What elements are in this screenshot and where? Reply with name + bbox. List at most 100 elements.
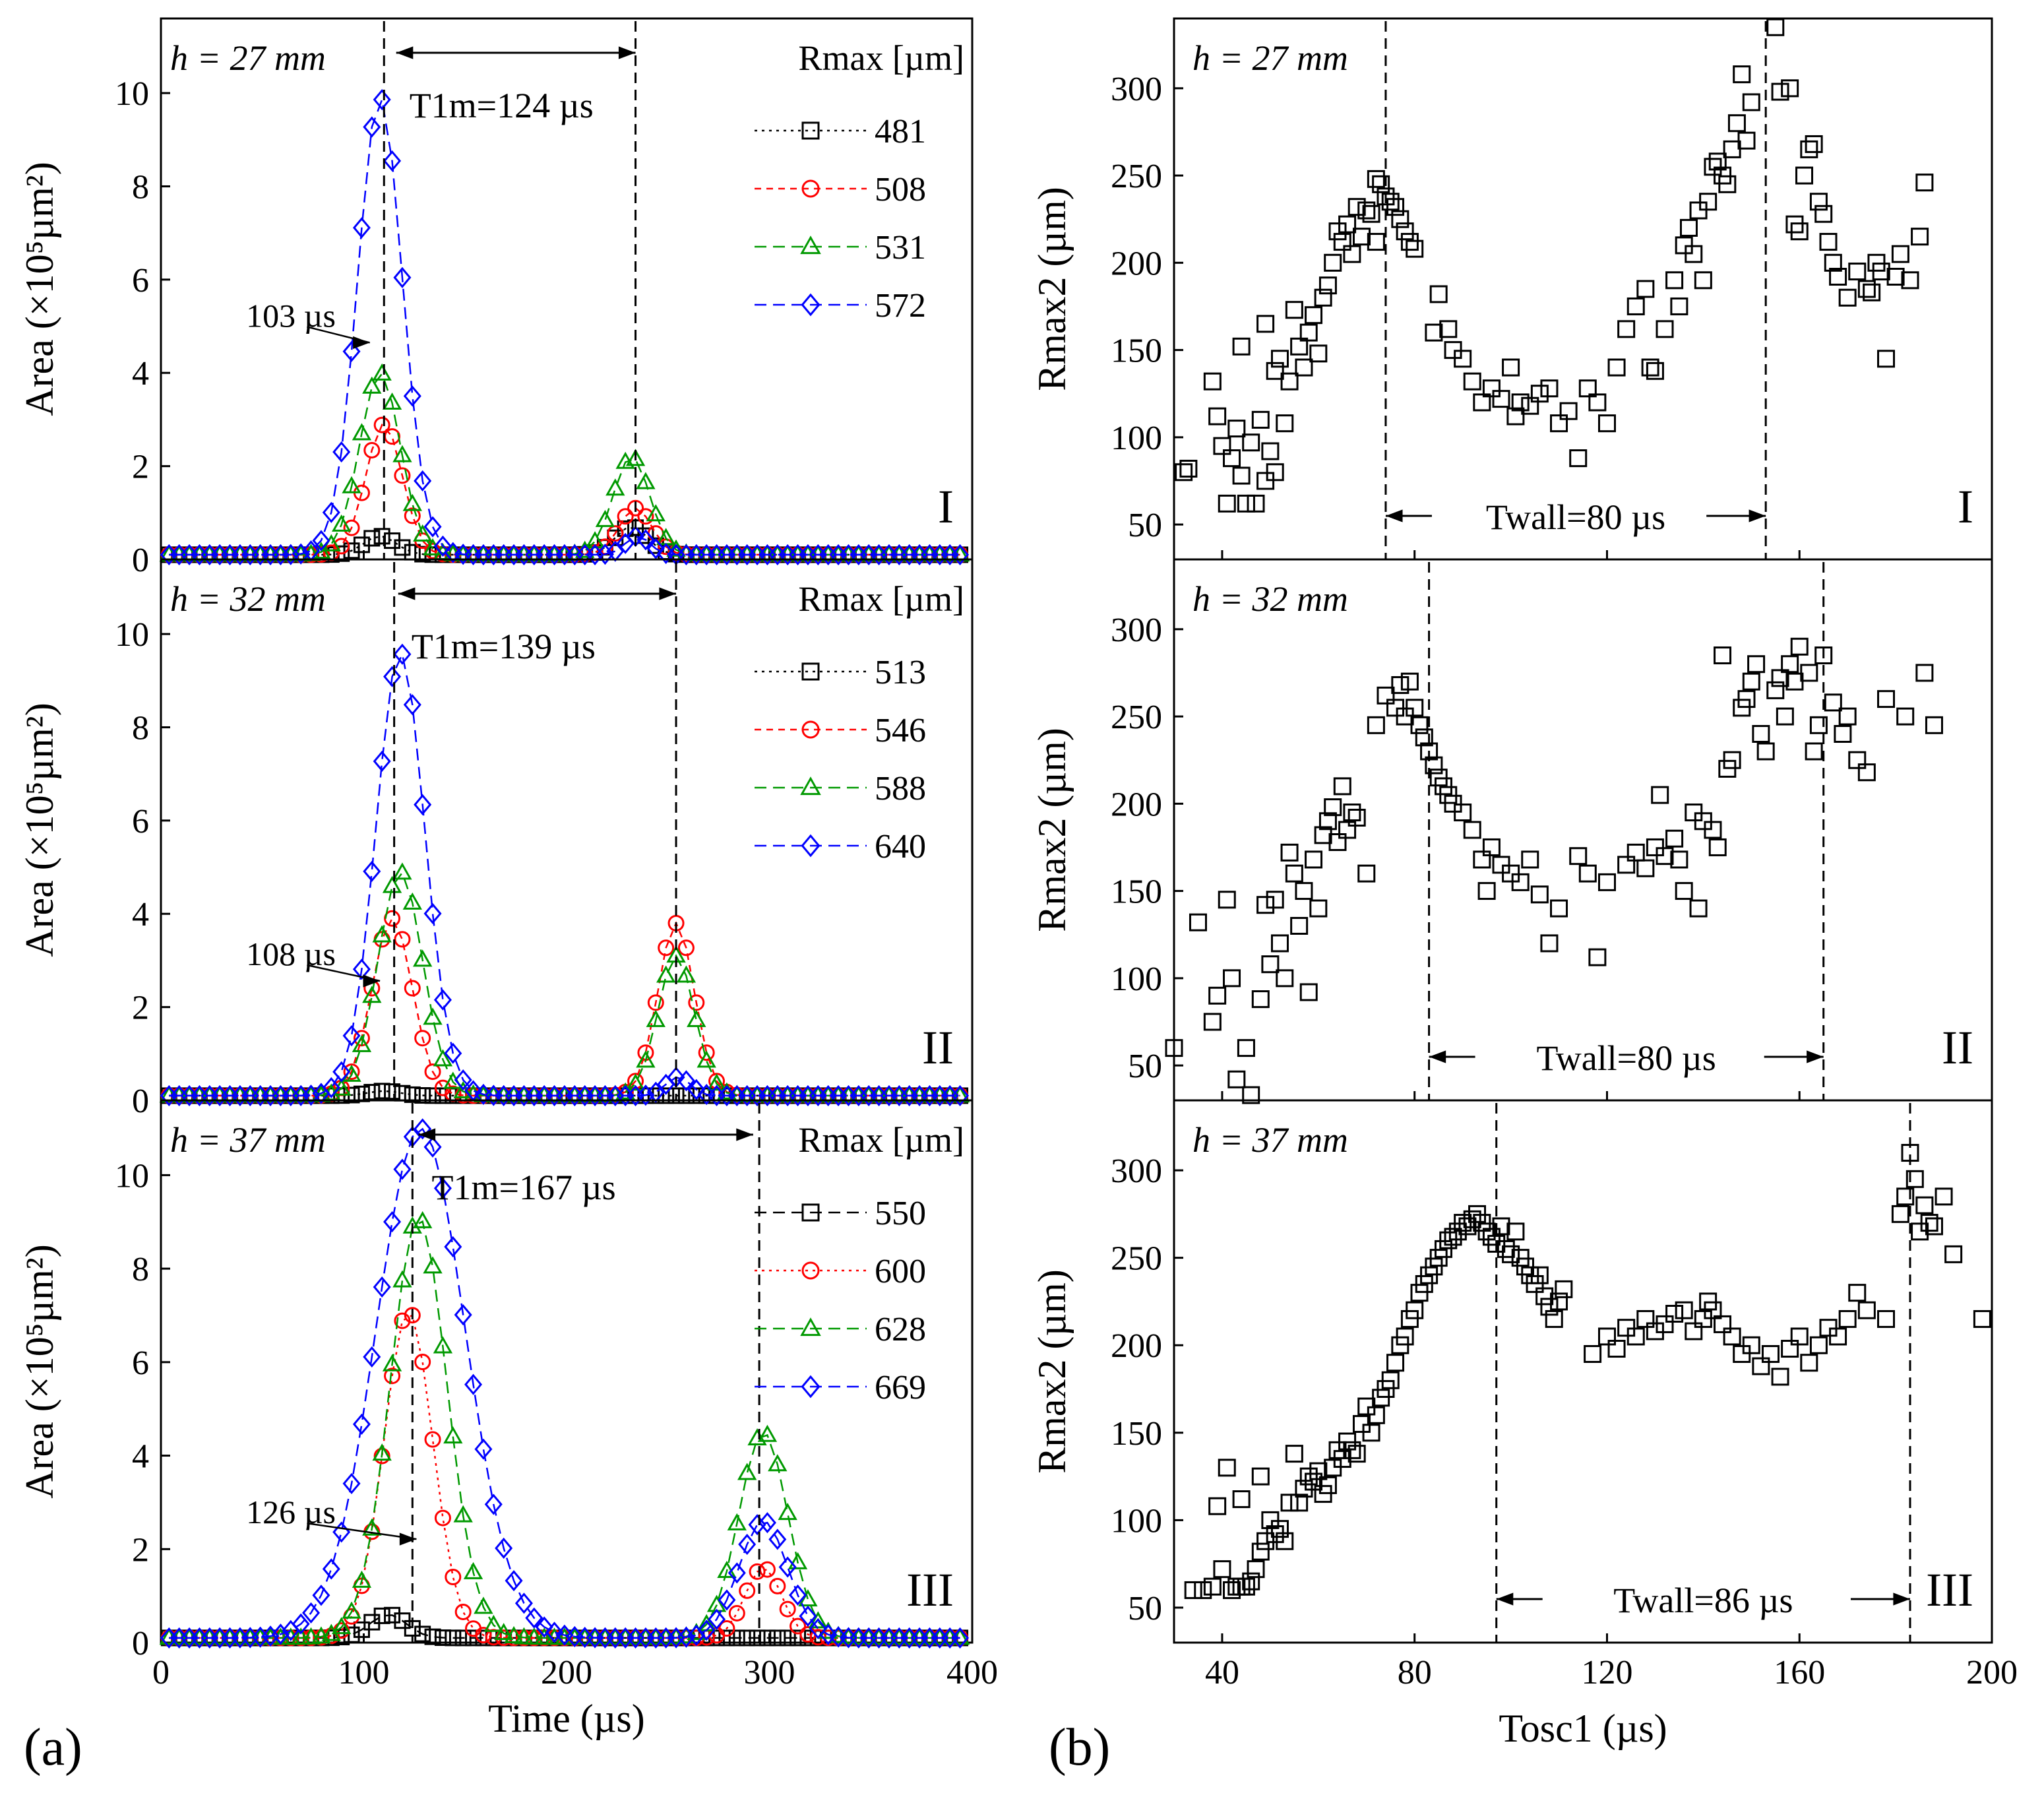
panel-b3-point	[1290, 1494, 1309, 1512]
panel-a2-point-546	[698, 1044, 715, 1061]
panel-a1-series-line-531	[169, 372, 960, 556]
panel-a3-peak-time-arrow-head	[399, 1532, 417, 1546]
panel-a3-ytick-label: 4	[132, 1438, 149, 1476]
panel-a2-point-640	[332, 1061, 351, 1083]
panel-b1-point	[1309, 344, 1328, 363]
panel-b2-point	[1838, 707, 1857, 726]
panel-b3-xtick-label: 120	[1581, 1654, 1632, 1691]
panel-a2-point-546	[658, 939, 675, 957]
panel-b1-point	[1256, 315, 1275, 333]
panel-a2-series-line-640	[169, 651, 960, 1097]
panel-b2-point	[1588, 948, 1607, 966]
panel-a2-point-588	[676, 965, 697, 983]
panel-b2-point	[1318, 812, 1337, 831]
panel-b3-point	[1362, 1424, 1380, 1442]
panel-a1-point-572	[352, 217, 371, 239]
panel-b2-point	[1771, 669, 1789, 687]
panel-b1-point	[1391, 210, 1409, 228]
panel-b2-point	[1636, 859, 1655, 877]
panel-a1-point-531	[625, 449, 646, 466]
panel-b3-point	[1771, 1368, 1789, 1386]
panel-b3-point	[1406, 1301, 1424, 1319]
panel-a3-point-669	[312, 1585, 330, 1606]
panel-a2-point-513	[384, 1083, 401, 1100]
panel-b3-ytick-label: 250	[1111, 1240, 1162, 1278]
panel-b2-point	[1857, 763, 1876, 782]
panel-a3-point-550	[779, 1629, 796, 1647]
panel-a1-point-531	[646, 504, 666, 522]
panel-b2-point	[1915, 664, 1934, 682]
panel-a3-point-669	[444, 1236, 462, 1258]
panel-b1-point	[1665, 271, 1684, 290]
panel-b1-point	[1646, 362, 1664, 380]
panel-a1-point-572	[433, 535, 452, 557]
panel-b3-point	[1247, 1560, 1265, 1579]
panel-b2-point	[1651, 786, 1669, 804]
panel-b2-point	[1285, 864, 1303, 883]
panel-a1-legend-marker-572	[801, 293, 821, 317]
panel-b1-point	[1290, 337, 1309, 356]
panel-b3-ytick-label: 200	[1111, 1327, 1162, 1365]
panel-b1-point	[1377, 187, 1395, 206]
panel-a3-point-628	[413, 1211, 433, 1228]
panel-b2-point	[1626, 843, 1645, 862]
panel-a1-point-572	[322, 501, 340, 523]
panel-b2-ytick-label: 300	[1111, 612, 1162, 649]
panel-a2-point-640	[951, 1085, 970, 1107]
panel-b1-point	[1223, 449, 1241, 468]
panel-b1-point	[1305, 306, 1323, 325]
panel-a3-point-600	[718, 1620, 735, 1637]
panel-a2-point-640	[363, 860, 381, 882]
panel-b3-point	[1636, 1309, 1655, 1328]
panel-b3-panel-label: III	[1926, 1563, 1973, 1616]
panel-a3-peak-time-arrow	[307, 1522, 417, 1540]
panel-a3-ytick-label: 0	[132, 1625, 149, 1662]
panel-b3-point	[1218, 1459, 1236, 1477]
panel-a3-point-600	[404, 1307, 421, 1324]
panel-b3-point	[1285, 1445, 1303, 1463]
panel-b1-point	[1367, 170, 1385, 188]
panel-a2-point-513	[647, 1087, 664, 1104]
panel-b2-point	[1454, 803, 1472, 822]
panel-b2-point	[1708, 838, 1727, 856]
panel-b1-point	[1626, 297, 1645, 315]
panel-a1-height-label: h = 27 mm	[170, 38, 326, 78]
panel-b3-point	[1915, 1196, 1934, 1214]
panel-a3-arrow-head-right	[736, 1128, 753, 1141]
panel-a1-legend-marker-481	[801, 121, 820, 140]
panel-b1-point	[1429, 285, 1448, 303]
panel-a1-point-572	[292, 543, 310, 565]
panel-b2-ytick-label: 150	[1111, 873, 1162, 911]
panel-a3-point-550	[718, 1629, 735, 1647]
panel-b1-point	[1848, 263, 1867, 281]
panel-a3-legend-marker-550	[801, 1203, 820, 1222]
panel-b1-point	[1232, 466, 1251, 485]
panel-b3-point	[1925, 1217, 1943, 1236]
panel-b1-point	[1766, 18, 1785, 36]
panel-a3-point-600	[394, 1312, 411, 1329]
label-a: (a)	[24, 1718, 82, 1777]
panel-a3-point-669	[423, 1136, 442, 1158]
panel-a2-point-546	[343, 1063, 360, 1081]
panel-a3-xtick-label: 200	[541, 1654, 592, 1691]
panel-b1-point	[1203, 372, 1222, 391]
panel-a1-peak-time-label: 103 µs	[246, 297, 336, 334]
panel-b2-point	[1223, 969, 1241, 988]
panel-b3-point	[1857, 1301, 1876, 1319]
panel-a2-point-640	[433, 989, 452, 1011]
panel-b1-point	[1588, 393, 1607, 412]
panel-b1-point	[1809, 193, 1828, 211]
panel-b2-point	[1425, 756, 1443, 774]
panel-a3-point-628	[362, 1518, 382, 1536]
panel-b1-ytick-label: 250	[1111, 158, 1162, 195]
panel-b3-point	[1270, 1520, 1289, 1538]
panel-a1-point-572	[383, 150, 402, 172]
panel-b3-xtick-label: 200	[1966, 1654, 2018, 1691]
panel-a2-point-513	[658, 1087, 675, 1104]
panel-b1-point	[1824, 253, 1842, 272]
panel-b1-point	[1915, 173, 1934, 192]
panel-b1-frame	[1173, 17, 1993, 561]
panel-b1-point	[1218, 494, 1236, 513]
panel-a1-point-572	[596, 544, 614, 565]
panel-a1-ytick-label: 8	[132, 168, 149, 206]
